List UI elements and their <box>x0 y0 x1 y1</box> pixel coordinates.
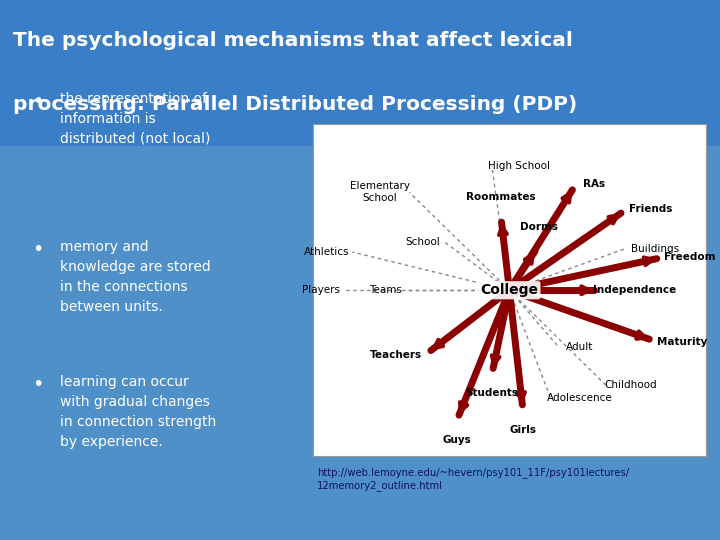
Text: Buildings: Buildings <box>631 244 679 254</box>
Text: Childhood: Childhood <box>605 380 657 390</box>
Text: Friends: Friends <box>629 204 672 214</box>
Text: http://web.lemoyne.edu/~hevern/psy101_11F/psy101lectures/
12memory2_outline.html: http://web.lemoyne.edu/~hevern/psy101_11… <box>317 467 629 490</box>
Text: •: • <box>32 240 44 259</box>
Text: Guys: Guys <box>442 435 471 445</box>
Text: learning can occur
with gradual changes
in connection strength
by experience.: learning can occur with gradual changes … <box>60 375 216 449</box>
Text: Maturity: Maturity <box>657 337 707 347</box>
Text: •: • <box>32 375 44 394</box>
Text: Athletics: Athletics <box>304 247 350 257</box>
Text: memory and
knowledge are stored
in the connections
between units.: memory and knowledge are stored in the c… <box>60 240 210 314</box>
Text: Freedom: Freedom <box>664 252 716 262</box>
Text: •: • <box>32 92 44 111</box>
Text: High School: High School <box>488 161 550 171</box>
Text: Teachers: Teachers <box>369 350 422 360</box>
Polygon shape <box>518 14 662 132</box>
Text: Dorms: Dorms <box>520 222 558 232</box>
Text: Students: Students <box>465 388 518 398</box>
Text: School: School <box>405 237 441 247</box>
Text: Roommates: Roommates <box>466 192 536 202</box>
Text: Girls: Girls <box>510 425 536 435</box>
Text: RAs: RAs <box>582 179 605 189</box>
Text: The psychological mechanisms that affect lexical: The psychological mechanisms that affect… <box>13 31 573 50</box>
Text: Adolescence: Adolescence <box>547 393 613 403</box>
Text: Players: Players <box>302 285 340 295</box>
Text: the representation of
information is
distributed (not local): the representation of information is dis… <box>60 92 210 146</box>
Text: Adult: Adult <box>567 342 594 352</box>
Bar <box>313 124 706 456</box>
Text: Independence: Independence <box>593 285 677 295</box>
Text: Teams: Teams <box>369 285 402 295</box>
Polygon shape <box>637 81 720 157</box>
Bar <box>0 0 720 146</box>
Text: Elementary
School: Elementary School <box>350 181 410 203</box>
Text: processing: Parallel Distributed Processing (PDP): processing: Parallel Distributed Process… <box>13 96 577 114</box>
Text: College: College <box>480 284 539 297</box>
